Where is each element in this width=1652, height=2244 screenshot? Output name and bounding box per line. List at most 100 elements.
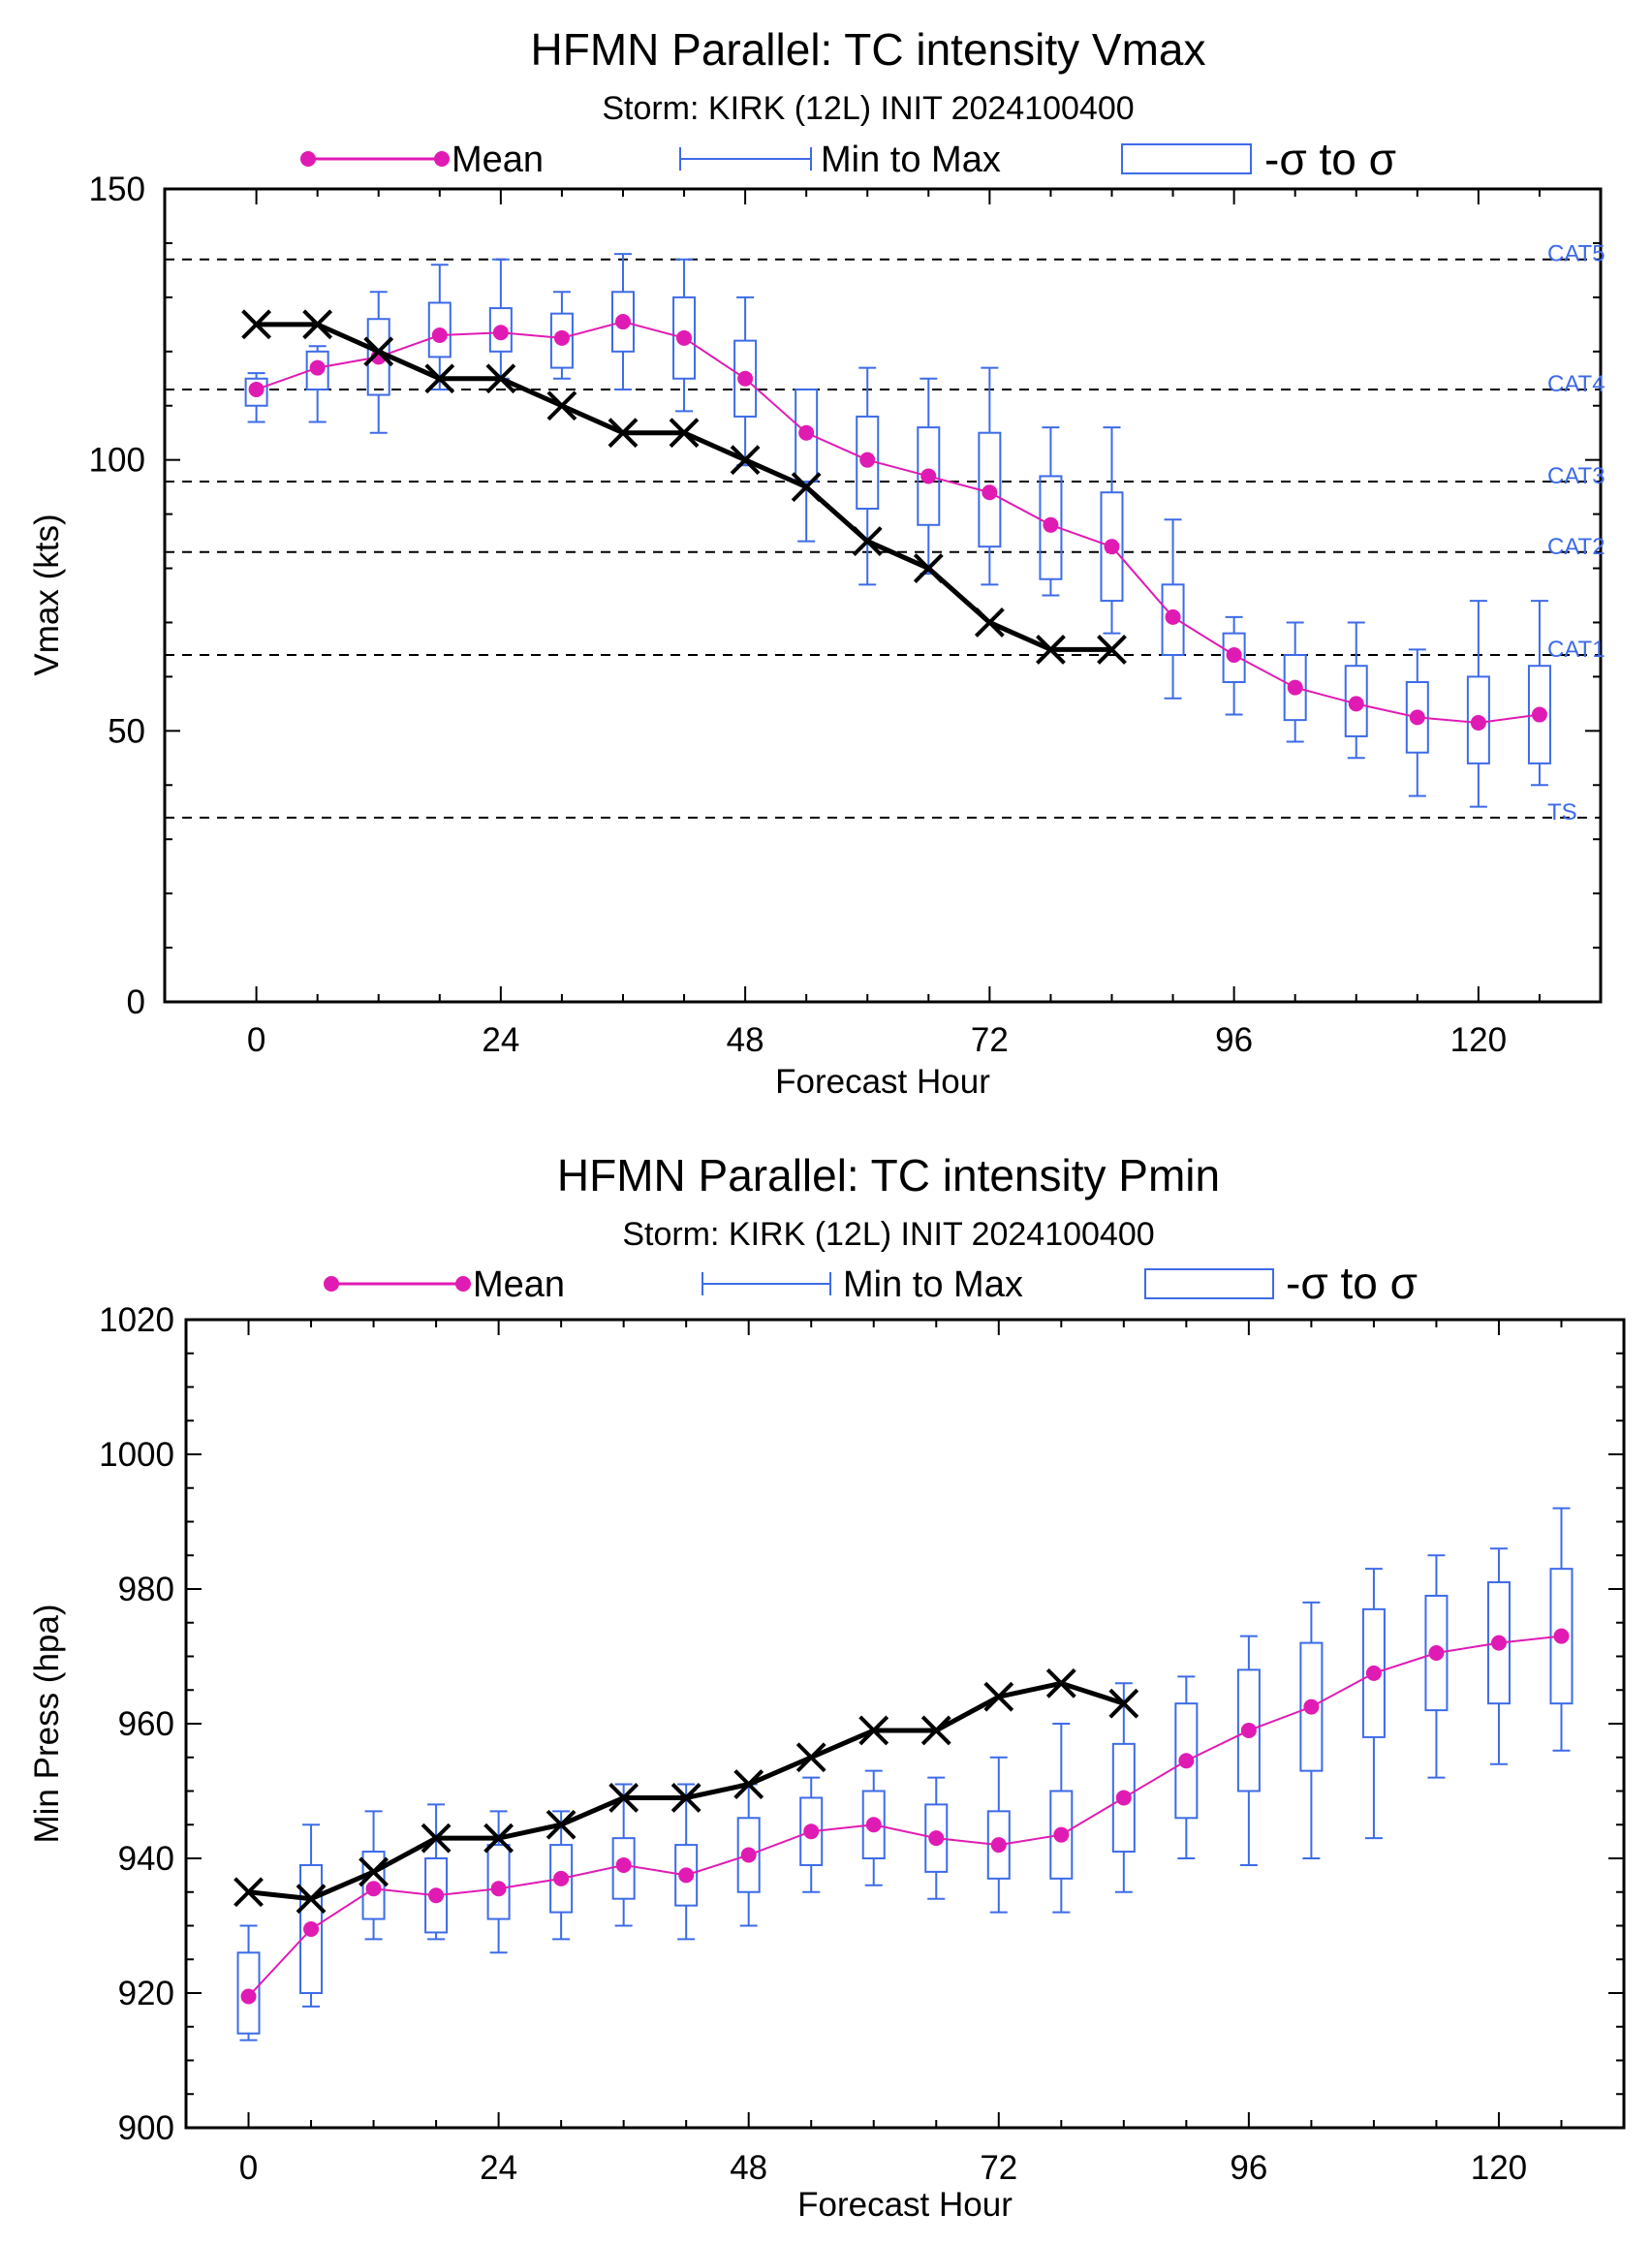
sigma-box: [736, 1817, 761, 1893]
best-track-marker-stroke: [1045, 1667, 1076, 1699]
mean-point: [865, 1817, 882, 1833]
best-track-marker-stroke: [920, 1715, 951, 1746]
sigma-box: [733, 339, 758, 418]
mean-point: [1115, 1790, 1132, 1806]
mean-point: [431, 327, 448, 344]
mean-point: [553, 1870, 570, 1886]
legend-mean-dot-right-icon: [434, 151, 450, 167]
sigma-box: [424, 1857, 449, 1934]
y-tick-label: 100: [89, 442, 145, 480]
best-track-marker-stroke: [608, 418, 639, 449]
best-track-marker-stroke: [546, 390, 577, 421]
best-track-marker-stroke: [358, 1856, 389, 1887]
pmin-chart-title: HFMN Parallel: TC intensity Pmin: [557, 1150, 1220, 1200]
mean-point: [1365, 1665, 1382, 1681]
legend-sigma-label: -σ to σ: [1286, 1258, 1418, 1308]
x-tick-label: 0: [239, 2149, 258, 2187]
mean-point: [365, 1881, 382, 1897]
mean-point: [1178, 1753, 1195, 1769]
mean-point: [492, 325, 509, 341]
best-track-marker-stroke: [296, 1884, 327, 1915]
sigma-box: [861, 1790, 886, 1859]
x-tick-label: 24: [482, 1021, 519, 1059]
best-track-marker-stroke: [363, 336, 394, 367]
pmin-y-axis-label: Min Press (hpa): [28, 1604, 66, 1843]
vmax-chart: HFMN Parallel: TC intensity Vmax Storm: …: [28, 24, 1605, 1101]
threshold-label: CAT1: [1547, 637, 1605, 663]
mean-point: [1043, 516, 1059, 533]
mean-point: [737, 370, 754, 387]
sigma-box: [299, 1863, 324, 1994]
mean-point: [803, 1823, 820, 1840]
best-track-marker-stroke: [974, 608, 1005, 638]
best-track-marker-stroke: [424, 363, 455, 394]
best-track-line: [256, 322, 1112, 652]
y-tick-label: 1020: [99, 1301, 174, 1339]
sigma-box: [244, 377, 268, 407]
legend-sigma-label: -σ to σ: [1264, 134, 1396, 184]
mean-point: [1490, 1635, 1507, 1651]
best-track-marker-stroke: [545, 1809, 577, 1840]
mean-point: [309, 359, 326, 376]
vmax-y-axis-label: Vmax (kts): [28, 514, 66, 675]
sigma-box: [1049, 1790, 1074, 1880]
sigma-box: [305, 350, 329, 390]
sigma-box: [672, 296, 697, 380]
threshold-label: CAT2: [1547, 534, 1605, 560]
x-tick-label: 72: [971, 1021, 1009, 1059]
y-tick-label: 920: [118, 1975, 174, 2012]
legend-mean-dot-left-icon: [324, 1276, 339, 1292]
vmax-x-axis-label: Forecast Hour: [775, 1063, 990, 1101]
sigma-box: [361, 1851, 386, 1920]
best-track-marker-stroke: [733, 1769, 764, 1799]
sigma-box: [1283, 654, 1307, 722]
mean-point: [678, 1867, 695, 1884]
threshold-label: CAT3: [1547, 463, 1605, 489]
sigma-box: [1299, 1641, 1324, 1772]
sigma-box: [1424, 1594, 1449, 1712]
pmin-axis-ticks: 0 24 48 72 96 120 900 920 940 960 980 1000 1020: [99, 1301, 1625, 2187]
mean-point: [615, 1856, 632, 1873]
mean-point: [1287, 679, 1303, 696]
mean-point: [1470, 714, 1486, 731]
best-track-marker-stroke: [608, 1783, 639, 1813]
mean-point: [248, 381, 265, 397]
vmax-legend: Mean Min to Max -σ to σ: [300, 134, 1396, 184]
mean-point: [490, 1881, 507, 1897]
mean-point: [1348, 696, 1364, 712]
y-tick-label: 150: [89, 171, 145, 208]
sigma-box: [610, 291, 635, 353]
sigma-box: [236, 1951, 261, 2035]
mean-point: [1053, 1826, 1070, 1843]
mean-point: [1303, 1699, 1320, 1715]
legend-range-label: Min to Max: [843, 1264, 1023, 1305]
mean-point: [240, 1988, 257, 2005]
x-tick-label: 96: [1215, 1021, 1253, 1059]
vmax-plot-frame: [163, 187, 1603, 1004]
x-tick-label: 0: [247, 1021, 265, 1059]
sigma-box: [1161, 583, 1185, 657]
best-track-marker-stroke: [913, 553, 944, 583]
best-track-marker-stroke: [858, 1715, 889, 1746]
sigma-box: [1222, 632, 1246, 683]
best-track-marker-stroke: [302, 309, 333, 340]
threshold-label: TS: [1547, 799, 1577, 826]
sigma-box: [1549, 1568, 1574, 1705]
sigma-box: [1361, 1607, 1386, 1738]
mean-point: [920, 468, 937, 484]
mean-point: [798, 424, 815, 441]
sigma-box: [795, 388, 819, 483]
pmin-mean-series: [240, 1628, 1570, 2005]
sigma-box: [1174, 1702, 1199, 1820]
mean-point: [428, 1887, 445, 1904]
best-track-marker-stroke: [241, 309, 272, 340]
best-track-marker-stroke: [730, 445, 761, 476]
sigma-box: [917, 426, 941, 526]
vmax-mean-series: [248, 314, 1547, 731]
mean-point: [303, 1920, 320, 1937]
mean-point: [1553, 1628, 1570, 1644]
sigma-box: [1527, 665, 1551, 764]
sigma-box: [1236, 1668, 1261, 1792]
mean-point: [1428, 1645, 1445, 1662]
